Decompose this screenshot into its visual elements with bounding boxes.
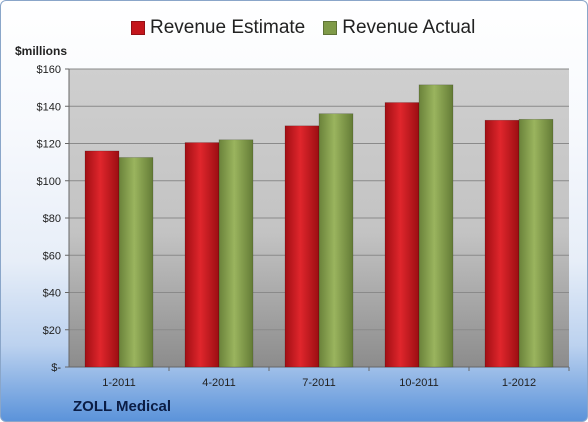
actual-bar [218, 139, 254, 368]
y-tick-label: $100 [37, 176, 61, 188]
y-axis-unit-label: $millions [15, 44, 68, 58]
actual-bar [118, 157, 154, 368]
legend-swatch-actual [323, 21, 338, 35]
estimate-bar [384, 102, 420, 368]
estimate-bar [284, 125, 320, 368]
estimate-bar [84, 150, 120, 368]
y-tick-label: $120 [37, 139, 61, 151]
y-tick-label: $160 [37, 64, 61, 76]
legend-label-actual: Revenue Actual [342, 17, 476, 38]
y-tick-label: $40 [43, 288, 61, 300]
x-tick-label: 4-2011 [202, 377, 235, 389]
y-tick-label: $80 [43, 213, 61, 225]
company-name: ZOLL Medical [73, 398, 172, 415]
estimate-bar [184, 142, 220, 368]
y-tick-label: $- [51, 362, 61, 374]
y-tick-label: $20 [43, 325, 61, 337]
x-tick-label: 1-2011 [102, 377, 135, 389]
x-tick-label: 7-2011 [302, 377, 335, 389]
legend: Revenue Estimate Revenue Actual [131, 17, 493, 39]
actual-bar [518, 118, 554, 368]
actual-bar [418, 84, 454, 368]
estimate-bar [484, 119, 520, 368]
actual-bar [318, 113, 354, 368]
y-tick-label: $140 [37, 101, 61, 113]
y-tick-label: $60 [43, 250, 61, 262]
x-tick-label: 1-2012 [502, 377, 536, 389]
legend-item-actual: Revenue Actual [323, 17, 475, 39]
legend-swatch-estimate [131, 21, 145, 35]
x-tick-label: 10-2011 [399, 377, 439, 389]
legend-item-estimate: Revenue Estimate [131, 17, 305, 39]
legend-label-estimate: Revenue Estimate [150, 17, 306, 38]
